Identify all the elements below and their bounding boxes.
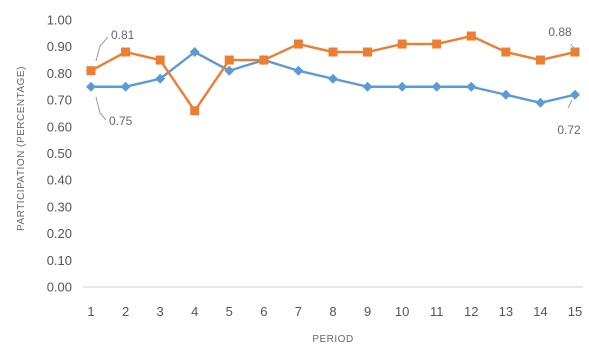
series-2-point (86, 66, 96, 76)
x-tick-label: 14 (533, 304, 547, 319)
x-tick-label: 9 (364, 304, 371, 319)
leader-line (95, 96, 107, 121)
series-1-point (86, 81, 96, 92)
series-2-point (328, 47, 338, 57)
x-tick-label: 2 (122, 304, 129, 319)
series-2-point (501, 47, 511, 57)
data-label-2: 0.75 (95, 96, 133, 128)
series-2-point (121, 47, 131, 57)
x-axis-ticks: 1 2 3 4 5 6 7 8 9 10 11 12 13 14 15 (87, 304, 582, 319)
x-tick-label: 12 (464, 304, 478, 319)
x-tick-label: 3 (157, 304, 164, 319)
data-label-text: 0.75 (109, 114, 133, 128)
series-2-line (89, 34, 577, 112)
y-axis-ticks: 0.00 0.10 0.20 0.30 0.40 0.50 0.60 0.70 0.80 0.90… (47, 13, 72, 295)
series-2-point (535, 55, 545, 65)
series-2-point (293, 39, 303, 49)
series-layer (86, 31, 580, 116)
y-tick-label: 0.60 (47, 119, 72, 134)
y-tick-label: 0.20 (47, 226, 72, 241)
y-tick-label: 0.90 (47, 39, 72, 54)
x-tick-label: 8 (329, 304, 336, 319)
y-tick-label: 0.30 (47, 199, 72, 214)
x-tick-label: 4 (191, 304, 198, 319)
y-tick-label: 1.00 (47, 13, 72, 28)
data-label-text: 0.88 (548, 25, 572, 39)
series-2-point (155, 55, 165, 65)
leader-line (570, 43, 577, 52)
series-1-point (570, 89, 580, 100)
annotation-layer: 0.81 0.75 0.88 0.72 (95, 25, 581, 137)
x-axis-title: PERIOD (312, 334, 353, 345)
series-2 (86, 31, 580, 116)
data-label-3: 0.88 (548, 25, 577, 52)
x-tick-label: 6 (260, 304, 267, 319)
data-label-1: 0.81 (95, 28, 135, 62)
x-tick-label: 15 (568, 304, 582, 319)
x-tick-label: 10 (395, 304, 409, 319)
y-tick-label: 0.80 (47, 66, 72, 81)
series-1-point (293, 65, 304, 76)
y-tick-label: 0.10 (47, 253, 72, 268)
series-2-point (570, 47, 580, 57)
data-label-text: 0.81 (111, 28, 135, 42)
series-2-point (466, 31, 476, 41)
x-tick-label: 7 (295, 304, 302, 319)
series-2-point (259, 55, 269, 65)
series-2-point (397, 39, 407, 49)
series-1-point (328, 73, 338, 84)
y-tick-label: 0.50 (47, 146, 72, 161)
y-axis-title: PARTICIPATION (PERCENTAGE) (16, 66, 27, 231)
series-2-point (363, 47, 373, 57)
x-tick-label: 1 (87, 304, 94, 319)
series-1-point (466, 81, 477, 92)
series-1-point (224, 65, 235, 76)
y-tick-label: 0.70 (47, 93, 72, 108)
series-2-point (190, 106, 200, 116)
series-1-point (189, 47, 200, 58)
y-tick-label: 0.40 (47, 173, 72, 188)
series-1-point (362, 81, 373, 92)
x-tick-label: 11 (430, 304, 444, 319)
y-tick-label: 0.00 (47, 280, 72, 295)
leader-line (567, 99, 573, 109)
series-2-point (432, 39, 442, 49)
x-tick-label: 13 (499, 304, 513, 319)
series-1-point (120, 81, 131, 92)
series-1-point (500, 89, 511, 100)
series-1-point (397, 81, 408, 92)
leader-line (95, 36, 109, 62)
series-1-point (535, 97, 546, 108)
series-2-point (224, 55, 234, 65)
series-1-point (431, 81, 442, 92)
data-label-text: 0.72 (557, 123, 581, 137)
data-label-4: 0.72 (557, 99, 581, 137)
series-1-point (155, 73, 166, 84)
x-tick-label: 5 (226, 304, 233, 319)
